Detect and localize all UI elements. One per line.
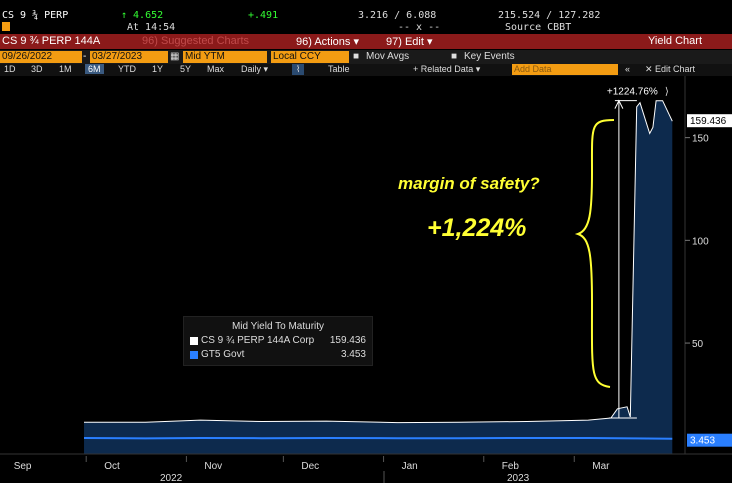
ticker-label: CS 9 ¾ PERP [2,10,69,21]
period-1m[interactable]: 1M [59,64,72,74]
x-tick-label: Dec [301,461,319,472]
series-line-1 [83,436,673,440]
security-name[interactable]: CS 9 ¾ PERP 144A [2,35,101,47]
quote-strip: CS 9 ¾ PERP ↑ 4.652 At 14:54 +.491 3.216… [0,0,732,34]
period-1y[interactable]: 1Y [152,64,164,74]
period-5y[interactable]: 5Y [180,64,192,74]
legend-swatch-gt5 [190,351,198,359]
series-area-0 [84,100,673,454]
price-source: Source CBBT [505,22,572,33]
function-title-bar: CS 9 ¾ PERP 144A 96) Suggested Charts 96… [0,34,732,49]
frequency-select[interactable]: Daily ▾ [241,64,269,74]
size-values: 215.524 / 127.282 [498,10,601,21]
mov-avgs-label[interactable]: Mov Avgs [366,51,410,62]
calendar-icon[interactable]: ▦ [170,51,180,62]
add-data-field[interactable]: Add Data [512,64,618,75]
chart-type-icon[interactable]: ⌇ [292,64,305,75]
table-button[interactable]: Table [328,64,350,74]
x-tick-label: Feb [502,461,520,472]
last-value-tag-bg [687,114,732,128]
legend-series-value: 159.436 [329,335,366,346]
last-value-tag-cs: 159.436 [690,116,727,127]
date-separator: - [83,51,87,62]
x-year-label: 2022 [160,473,183,483]
price-change: +.491 [248,10,279,21]
suggested-charts-button[interactable]: 96) Suggested Charts [142,35,250,47]
related-data-button[interactable]: + Related Data ▾ [413,64,481,74]
legend-series-name: GT5 Govt [201,349,245,360]
x-tick-label: Sep [14,461,32,472]
period-bar: 1D 3D 1M 6M YTD 1Y 5Y Max Daily ▾ ⌇ Tabl… [0,64,732,76]
annotation-percent-text: +1,224% [427,214,527,242]
period-max[interactable]: Max [207,64,225,74]
bid-ask-size: -- x -- [398,22,441,33]
mov-avgs-checkbox-icon[interactable]: ■ [353,51,360,62]
y-tick-label: 50 [692,339,704,350]
field-select[interactable]: Mid YTM [183,51,267,63]
x-tick-label: Oct [104,461,120,472]
period-1d[interactable]: 1D [4,64,16,74]
last-value-tag-bg [687,433,732,447]
key-events-label[interactable]: Key Events [464,51,515,62]
legend-swatch-cs [190,337,198,345]
function-name: Yield Chart [648,35,703,47]
x-year-label: 2023 [507,473,530,483]
x-tick-label: Nov [204,461,222,472]
x-tick-label: Jan [402,461,418,472]
y-tick-label: 100 [692,236,709,247]
y-tick-label: 150 [692,134,709,145]
edit-menu[interactable]: 97) Edit ▾ [386,36,433,48]
bid-ask: 3.216 / 6.088 [358,10,437,21]
yield-chart[interactable]: +1224.76% ⟩ Sep Oct Nov Dec Jan Feb Mar 2022 2023… [0,76,732,483]
period-6m[interactable]: 6M [85,64,104,74]
measure-percent-label: +1224.76% [607,87,658,98]
security-icon[interactable] [2,22,10,31]
collapse-icon[interactable]: « [625,64,631,74]
start-date-field[interactable]: 09/26/2022 [0,51,82,63]
measure-expand-icon[interactable]: ⟩ [665,87,669,98]
last-price: ↑ 4.652 [121,10,164,21]
currency-select[interactable]: Local CCY [271,51,349,63]
last-value-tag-gt5: 3.453 [690,436,715,447]
legend-series-name: CS 9 ¾ PERP 144A Corp [201,335,315,346]
period-3d[interactable]: 3D [31,64,43,74]
edit-chart-button[interactable]: ✕ Edit Chart [645,64,696,74]
x-tick-label: Mar [592,461,610,472]
parameter-bar: 09/26/2022 - 03/27/2023 ▦ Mid YTM Local … [0,50,732,64]
end-date-field[interactable]: 03/27/2023 [90,51,168,63]
legend-series-value: 3.453 [340,349,366,360]
annotation-brace [574,119,615,388]
legend-title: Mid Yield To Maturity [231,321,325,332]
series-line-0 [84,100,673,424]
chart-legend: Mid Yield To Maturity CS 9 ¾ PERP 144A C… [183,316,373,366]
annotation-margin-text: margin of safety? [398,174,540,193]
period-ytd[interactable]: YTD [118,64,136,74]
quote-time: At 14:54 [127,22,176,33]
actions-menu[interactable]: 96) Actions ▾ [296,36,359,48]
key-events-checkbox-icon[interactable]: ■ [451,51,458,62]
